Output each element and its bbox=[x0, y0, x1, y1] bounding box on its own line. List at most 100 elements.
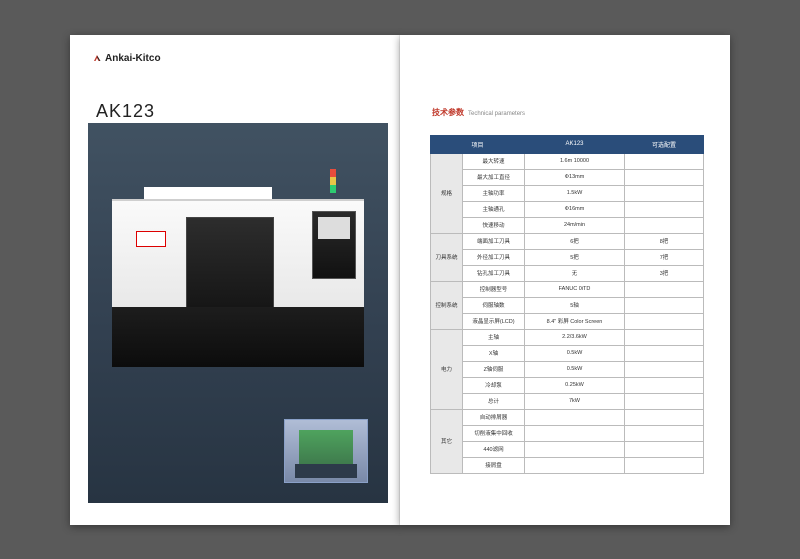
table-row: 冷却泵0.25kW bbox=[431, 377, 704, 393]
spec-value-cell bbox=[525, 457, 625, 473]
hero-panel bbox=[88, 123, 388, 503]
spec-label-cell: 最大加工直径 bbox=[463, 169, 525, 185]
spec-category-cell: 其它 bbox=[431, 409, 463, 473]
spec-label-cell: Z轴伺服 bbox=[463, 361, 525, 377]
model-title: AK123 bbox=[96, 101, 155, 122]
spec-table-body: 规格最大转速1.6m 10000最大加工直径Φ13mm主轴功率1.5kW主轴通孔… bbox=[431, 153, 704, 473]
spec-value-cell: 1.6m 10000 bbox=[525, 153, 625, 169]
spec-optional-cell bbox=[625, 441, 704, 457]
spec-optional-cell bbox=[625, 329, 704, 345]
spec-label-cell: 液晶显示屏(LCD) bbox=[463, 313, 525, 329]
spec-optional-cell bbox=[625, 313, 704, 329]
spec-header-optional: 可选配置 bbox=[625, 135, 704, 153]
spec-optional-cell bbox=[625, 409, 704, 425]
spec-optional-cell: 7把 bbox=[625, 249, 704, 265]
spec-optional-cell bbox=[625, 201, 704, 217]
spec-value-cell: FANUC 0iTD bbox=[525, 281, 625, 297]
spec-optional-cell bbox=[625, 297, 704, 313]
spec-optional-cell: 3把 bbox=[625, 265, 704, 281]
machine-illustration bbox=[112, 177, 364, 367]
table-row: 440滤网 bbox=[431, 441, 704, 457]
spec-category-cell: 刀具系统 bbox=[431, 233, 463, 281]
spec-value-cell: 24m/min bbox=[525, 217, 625, 233]
spec-optional-cell bbox=[625, 457, 704, 473]
spec-label-cell: 冷却泵 bbox=[463, 377, 525, 393]
spec-value-cell bbox=[525, 425, 625, 441]
warning-label-icon bbox=[136, 231, 166, 247]
spec-value-cell: 5轴 bbox=[525, 297, 625, 313]
spec-optional-cell bbox=[625, 345, 704, 361]
table-row: 伺服轴数5轴 bbox=[431, 297, 704, 313]
page-right: 技术参数 Technical parameters 项目 AK123 可选配置 … bbox=[400, 35, 730, 525]
spec-value-cell: 7kW bbox=[525, 393, 625, 409]
spec-optional-cell bbox=[625, 393, 704, 409]
table-row: X轴0.5kW bbox=[431, 345, 704, 361]
spec-label-cell: 440滤网 bbox=[463, 441, 525, 457]
spec-label-cell: 主轴功率 bbox=[463, 185, 525, 201]
spec-category-cell: 规格 bbox=[431, 153, 463, 233]
spec-table-head: 项目 AK123 可选配置 bbox=[431, 135, 704, 153]
table-row: 主轴通孔Φ16mm bbox=[431, 201, 704, 217]
brand-block: Ankai-Kitco bbox=[92, 53, 161, 64]
table-row: 规格最大转速1.6m 10000 bbox=[431, 153, 704, 169]
table-row: 液晶显示屏(LCD)8.4" 彩屏 Color Screen bbox=[431, 313, 704, 329]
spec-optional-cell bbox=[625, 169, 704, 185]
spec-value-cell: Φ13mm bbox=[525, 169, 625, 185]
spec-label-cell: 外径加工刀具 bbox=[463, 249, 525, 265]
spec-label-cell: 主轴 bbox=[463, 329, 525, 345]
catalog-spread: Ankai-Kitco AK123 技术参数 Technical pa bbox=[70, 35, 730, 525]
spec-category-cell: 控制系统 bbox=[431, 281, 463, 329]
spec-label-cell: 总计 bbox=[463, 393, 525, 409]
page-left: Ankai-Kitco AK123 bbox=[70, 35, 400, 525]
spec-value-cell: 6把 bbox=[525, 233, 625, 249]
table-row: 外径加工刀具5把7把 bbox=[431, 249, 704, 265]
table-row: 其它自动排屑器 bbox=[431, 409, 704, 425]
spec-optional-cell bbox=[625, 217, 704, 233]
spec-optional-cell bbox=[625, 153, 704, 169]
control-screen bbox=[318, 217, 350, 239]
spec-value-cell: 8.4" 彩屏 Color Screen bbox=[525, 313, 625, 329]
spec-label-cell: 控制器型号 bbox=[463, 281, 525, 297]
spec-label-cell: 端面加工刀具 bbox=[463, 233, 525, 249]
brand-name: Ankai-Kitco bbox=[105, 53, 161, 64]
machine-door bbox=[186, 217, 274, 309]
section-title: 技术参数 Technical parameters bbox=[432, 107, 525, 118]
spec-label-cell: 快速移动 bbox=[463, 217, 525, 233]
spec-label-cell: X轴 bbox=[463, 345, 525, 361]
table-row: 总计7kW bbox=[431, 393, 704, 409]
table-row: 快速移动24m/min bbox=[431, 217, 704, 233]
spec-value-cell bbox=[525, 409, 625, 425]
table-row: Z轴伺服0.5kW bbox=[431, 361, 704, 377]
brand-logo-icon bbox=[92, 53, 102, 63]
spec-header-item: 项目 bbox=[431, 135, 525, 153]
spec-optional-cell: 8把 bbox=[625, 233, 704, 249]
spec-value-cell: 2.2/3.6kW bbox=[525, 329, 625, 345]
spec-value-cell bbox=[525, 441, 625, 457]
machine-base bbox=[112, 307, 364, 367]
spec-label-cell: 主轴通孔 bbox=[463, 201, 525, 217]
thumbnail-render bbox=[284, 419, 368, 483]
spec-value-cell: 无 bbox=[525, 265, 625, 281]
spec-optional-cell bbox=[625, 281, 704, 297]
spec-value-cell: 1.5kW bbox=[525, 185, 625, 201]
spec-value-cell: 0.5kW bbox=[525, 345, 625, 361]
table-row: 切削液集中回收 bbox=[431, 425, 704, 441]
table-row: 主轴功率1.5kW bbox=[431, 185, 704, 201]
spec-optional-cell bbox=[625, 425, 704, 441]
spec-value-cell: 0.5kW bbox=[525, 361, 625, 377]
spec-table: 项目 AK123 可选配置 规格最大转速1.6m 10000最大加工直径Φ13m… bbox=[430, 135, 704, 474]
spec-label-cell: 自动排屑器 bbox=[463, 409, 525, 425]
table-row: 刀具系统端面加工刀具6把8把 bbox=[431, 233, 704, 249]
table-row: 钻孔加工刀具无3把 bbox=[431, 265, 704, 281]
thumbnail-base bbox=[295, 464, 357, 478]
signal-tower-icon bbox=[330, 169, 336, 193]
table-row: 最大加工直径Φ13mm bbox=[431, 169, 704, 185]
spec-label-cell: 接屑盘 bbox=[463, 457, 525, 473]
spec-category-cell: 电力 bbox=[431, 329, 463, 409]
table-row: 电力主轴2.2/3.6kW bbox=[431, 329, 704, 345]
spec-label-cell: 伺服轴数 bbox=[463, 297, 525, 313]
table-row: 接屑盘 bbox=[431, 457, 704, 473]
table-row: 控制系统控制器型号FANUC 0iTD bbox=[431, 281, 704, 297]
section-title-en: Technical parameters bbox=[468, 111, 525, 117]
spec-value-cell: Φ16mm bbox=[525, 201, 625, 217]
